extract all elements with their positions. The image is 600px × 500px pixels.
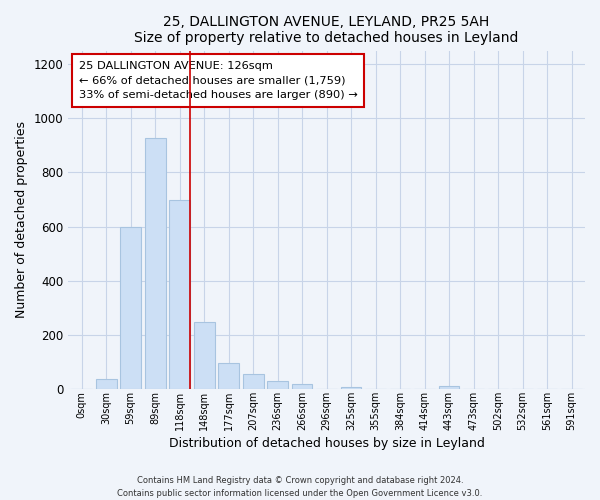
Bar xyxy=(218,364,239,390)
Bar xyxy=(242,374,263,390)
Bar xyxy=(439,386,460,390)
Bar xyxy=(267,381,288,390)
Bar xyxy=(96,380,116,390)
Bar xyxy=(292,384,313,390)
Text: Contains HM Land Registry data © Crown copyright and database right 2024.
Contai: Contains HM Land Registry data © Crown c… xyxy=(118,476,482,498)
Bar xyxy=(194,322,215,390)
Bar xyxy=(145,138,166,390)
Bar xyxy=(341,386,361,390)
Title: 25, DALLINGTON AVENUE, LEYLAND, PR25 5AH
Size of property relative to detached h: 25, DALLINGTON AVENUE, LEYLAND, PR25 5AH… xyxy=(134,15,519,45)
Bar xyxy=(169,200,190,390)
X-axis label: Distribution of detached houses by size in Leyland: Distribution of detached houses by size … xyxy=(169,437,485,450)
Text: 25 DALLINGTON AVENUE: 126sqm
← 66% of detached houses are smaller (1,759)
33% of: 25 DALLINGTON AVENUE: 126sqm ← 66% of de… xyxy=(79,60,357,100)
Y-axis label: Number of detached properties: Number of detached properties xyxy=(15,122,28,318)
Bar xyxy=(120,227,141,390)
